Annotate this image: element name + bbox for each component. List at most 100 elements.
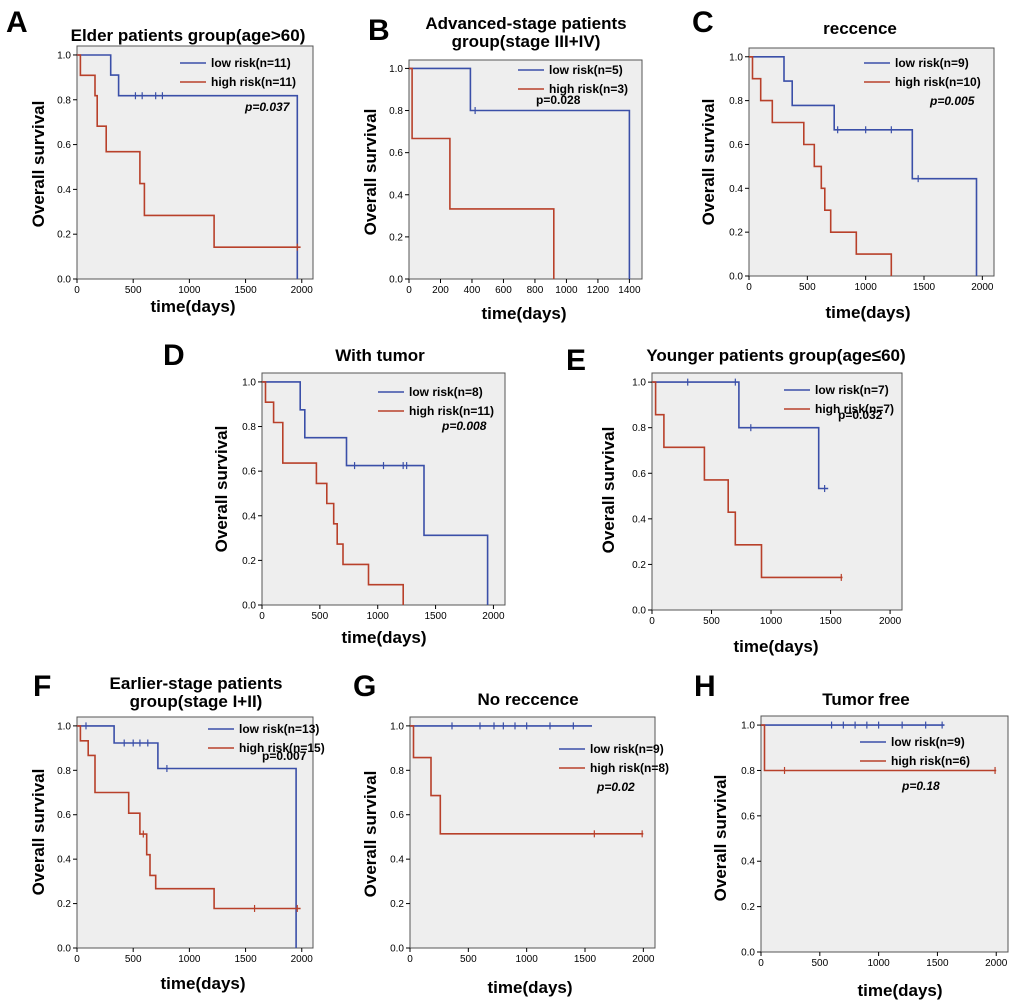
x-tick-label: 1500 xyxy=(819,616,842,627)
x-tick-label: 2000 xyxy=(291,954,314,965)
chart-title: Elder patients group(age>60) xyxy=(71,26,306,45)
p-value: p=0.037 xyxy=(244,100,291,114)
chart-title: Tumor free xyxy=(822,690,910,709)
y-tick-label: 0.4 xyxy=(741,857,755,868)
x-tick-label: 1500 xyxy=(913,282,936,293)
survival-curve-high-risk xyxy=(761,724,997,772)
plot-area xyxy=(76,716,314,949)
chart-title: group(stage I+II) xyxy=(130,692,263,711)
x-tick-label: 0 xyxy=(259,611,265,622)
y-tick-label: 0.0 xyxy=(632,606,646,617)
y-tick-label: 0.2 xyxy=(242,556,256,567)
plot-area xyxy=(408,59,643,280)
y-tick-label: 0.4 xyxy=(390,855,404,866)
y-tick-label: 0.2 xyxy=(390,899,404,910)
y-tick-label: 0.4 xyxy=(57,855,71,866)
legend-label-low-risk: low risk(n=8) xyxy=(409,385,483,399)
x-tick-label: 0 xyxy=(406,285,412,296)
y-tick-label: 0.0 xyxy=(741,948,755,959)
x-tick-label: 800 xyxy=(527,285,544,296)
x-tick-label: 500 xyxy=(811,958,828,969)
y-tick-label: 1.0 xyxy=(632,378,646,389)
panel-letter: F xyxy=(33,670,51,703)
legend-label-high-risk: high risk(n=8) xyxy=(590,761,669,775)
survival-curve-high-risk xyxy=(410,725,644,835)
x-tick-label: 1200 xyxy=(587,285,610,296)
legend-label-high-risk: high risk(n=7) xyxy=(815,402,894,416)
x-tick-label: 0 xyxy=(649,616,655,627)
panel-d: D With tumor 0.0 0.2 0.4 0.6 0.8 1.0 0 500 1000 150… xyxy=(163,339,506,647)
x-tick-label: 0 xyxy=(758,958,764,969)
y-tick-label: 0.6 xyxy=(389,148,403,159)
legend-label-high-risk: high risk(n=15) xyxy=(239,741,325,755)
panel-h: H Tumor free 0.0 0.2 0.4 0.6 0.8 1.0 0 500 1000 150… xyxy=(694,670,1009,1000)
chart-title: Advanced-stage patients xyxy=(425,14,626,33)
x-axis-label: time(days) xyxy=(341,628,426,647)
y-tick-label: 1.0 xyxy=(729,52,743,63)
p-value: p=0.18 xyxy=(901,779,940,793)
chart-title: No reccence xyxy=(477,690,578,709)
x-tick-label: 500 xyxy=(460,954,477,965)
x-axis-label: time(days) xyxy=(160,974,245,993)
x-tick-label: 500 xyxy=(125,954,142,965)
plot-area xyxy=(76,45,314,280)
p-value: p=0.005 xyxy=(929,94,975,108)
panel-letter: E xyxy=(566,344,586,377)
legend-label-low-risk: low risk(n=7) xyxy=(815,383,889,397)
survival-curve-high-risk xyxy=(652,381,843,579)
x-tick-label: 1000 xyxy=(760,616,783,627)
p-value: p=0.007 xyxy=(262,749,307,763)
y-tick-label: 1.0 xyxy=(242,377,256,388)
x-tick-label: 1500 xyxy=(574,954,597,965)
panel-letter: H xyxy=(694,670,716,703)
y-tick-label: 0.8 xyxy=(57,766,71,777)
survival-curve-low-risk xyxy=(749,56,978,276)
survival-curve-low-risk xyxy=(77,54,299,279)
survival-curve-high-risk xyxy=(749,56,893,276)
x-tick-label: 2000 xyxy=(632,954,655,965)
y-axis-label: Overall survival xyxy=(699,99,718,226)
survival-curve-low-risk xyxy=(652,381,829,490)
y-tick-label: 0.8 xyxy=(242,422,256,433)
y-tick-label: 0.6 xyxy=(57,140,71,151)
panel-g: G No reccence 0.0 0.2 0.4 0.6 0.8 1.0 0 500 1000 15… xyxy=(353,670,669,997)
legend-label-low-risk: low risk(n=9) xyxy=(891,735,965,749)
chart-title: Earlier-stage patients xyxy=(110,674,283,693)
y-tick-label: 1.0 xyxy=(741,721,755,732)
survival-curve-high-risk xyxy=(77,725,301,910)
y-tick-label: 0.2 xyxy=(389,232,403,243)
y-tick-label: 0.8 xyxy=(729,96,743,107)
x-tick-label: 1500 xyxy=(424,611,447,622)
legend-label-high-risk: high risk(n=3) xyxy=(549,82,628,96)
x-tick-label: 1500 xyxy=(234,285,257,296)
x-tick-label: 1500 xyxy=(926,958,949,969)
y-tick-label: 1.0 xyxy=(390,721,404,732)
legend-label-low-risk: low risk(n=13) xyxy=(239,722,319,736)
plot-area xyxy=(748,47,995,277)
y-tick-label: 0.8 xyxy=(632,423,646,434)
y-axis-label: Overall survival xyxy=(599,427,618,554)
y-tick-label: 0.0 xyxy=(389,275,403,286)
x-tick-label: 1000 xyxy=(178,285,201,296)
y-tick-label: 0.8 xyxy=(57,95,71,106)
y-axis-label: Overall survival xyxy=(29,769,48,896)
survival-curve-high-risk xyxy=(262,381,404,605)
x-tick-label: 1400 xyxy=(618,285,641,296)
p-value: p=0.02 xyxy=(596,780,635,794)
panel-letter: A xyxy=(6,6,28,39)
legend-label-high-risk: high risk(n=11) xyxy=(211,75,296,89)
y-tick-label: 0.0 xyxy=(57,944,71,955)
survival-curve-high-risk xyxy=(409,67,555,279)
x-tick-label: 1000 xyxy=(855,282,878,293)
x-tick-label: 1000 xyxy=(178,954,201,965)
y-tick-label: 0.6 xyxy=(741,811,755,822)
y-tick-label: 0.8 xyxy=(390,766,404,777)
x-axis-label: time(days) xyxy=(825,303,910,322)
y-tick-label: 0.2 xyxy=(741,902,755,913)
x-tick-label: 500 xyxy=(312,611,329,622)
x-tick-label: 1000 xyxy=(867,958,890,969)
x-axis-label: time(days) xyxy=(150,297,235,316)
